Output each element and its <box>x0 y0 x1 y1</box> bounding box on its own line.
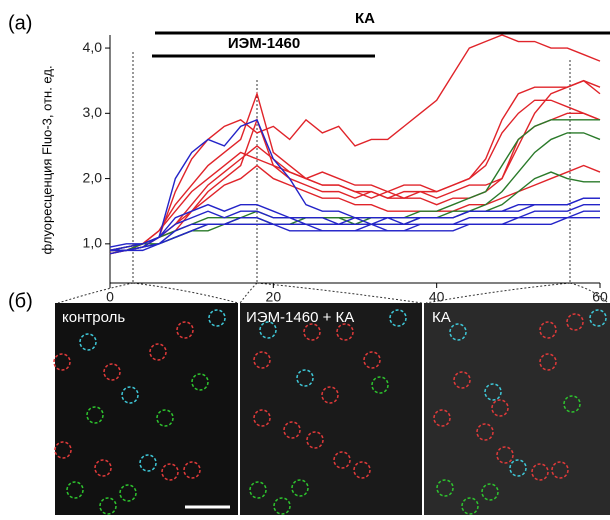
data-line <box>109 217 600 255</box>
cell-outline <box>371 376 389 394</box>
cell-outline <box>481 483 499 501</box>
y-tick-label: 4,0 <box>83 39 103 55</box>
cell-outline <box>336 323 354 341</box>
cell-outline <box>176 321 194 339</box>
cell-outline <box>449 323 467 341</box>
image-label: ИЭМ-1460 + КА <box>246 309 354 326</box>
cell-outline <box>491 399 509 417</box>
cell-outline <box>291 479 309 497</box>
cell-outline <box>208 309 226 327</box>
cell-outline <box>433 409 451 427</box>
cell-outline <box>99 497 117 515</box>
cell-outline <box>551 461 569 479</box>
cell-outline <box>119 484 137 502</box>
x-tick-label: 20 <box>266 289 282 305</box>
cell-outline <box>156 409 174 427</box>
cell-outline <box>79 333 97 351</box>
cell-outline <box>476 423 494 441</box>
y-tick-label: 1,0 <box>83 235 103 251</box>
cell-outline <box>589 309 607 327</box>
cell-outline <box>273 497 291 515</box>
image-label: КА <box>432 309 451 326</box>
cell-outline <box>66 481 84 499</box>
cell-outline <box>461 497 479 515</box>
cell-outline <box>321 386 339 404</box>
data-line <box>109 34 601 252</box>
image-label: контроль <box>62 309 125 326</box>
y-axis-label: флуоресценция Fluo-3, отн. ед. <box>39 65 54 254</box>
x-tick-label: 60 <box>592 289 608 305</box>
cell-outline <box>353 461 371 479</box>
y-tick-label: 2,0 <box>83 169 103 185</box>
cell-outline <box>363 351 381 369</box>
treatment-label: КА <box>355 10 375 27</box>
cell-outline <box>563 395 581 413</box>
panel-label: (б) <box>8 290 33 312</box>
data-line <box>109 164 601 255</box>
cell-outline <box>484 383 502 401</box>
panel-label: (а) <box>8 12 32 34</box>
micrograph <box>424 303 610 515</box>
data-line <box>109 197 600 252</box>
y-tick-label: 3,0 <box>83 104 103 120</box>
cell-outline <box>566 313 584 331</box>
cell-outline <box>149 343 167 361</box>
data-line <box>110 79 601 252</box>
cell-outline <box>54 441 72 459</box>
micrograph <box>240 303 422 515</box>
cell-outline <box>253 409 271 427</box>
cell-outline <box>306 431 324 449</box>
cell-outline <box>296 369 314 387</box>
cell-outline <box>333 451 351 469</box>
cell-outline <box>539 321 557 339</box>
data-line <box>109 112 601 252</box>
cell-outline <box>389 309 407 327</box>
cell-outline <box>303 323 321 341</box>
cell-outline <box>259 321 277 339</box>
cell-outline <box>183 461 201 479</box>
cell-outline <box>249 481 267 499</box>
cell-outline <box>191 373 209 391</box>
cell-outline <box>103 363 121 381</box>
x-tick-label: 40 <box>429 289 445 305</box>
micrograph <box>55 303 238 515</box>
cell-outline <box>436 479 454 497</box>
cell-outline <box>121 386 139 404</box>
cell-outline <box>253 351 271 369</box>
images <box>53 303 610 515</box>
cell-outline <box>139 454 157 472</box>
guides <box>57 52 609 304</box>
cell-outline <box>86 406 104 424</box>
cell-outline <box>453 371 471 389</box>
cell-outline <box>283 421 301 439</box>
treatment-label: ИЭМ-1460 <box>228 35 300 52</box>
data-line <box>110 171 600 252</box>
cell-outline <box>496 446 514 464</box>
cell-outline <box>94 459 112 477</box>
cell-outline <box>509 459 527 477</box>
cell-outline <box>161 463 179 481</box>
cell-outline <box>539 353 557 371</box>
cell-outline <box>53 353 71 371</box>
cell-outline <box>531 463 549 481</box>
x-tick-label: 0 <box>106 289 114 305</box>
